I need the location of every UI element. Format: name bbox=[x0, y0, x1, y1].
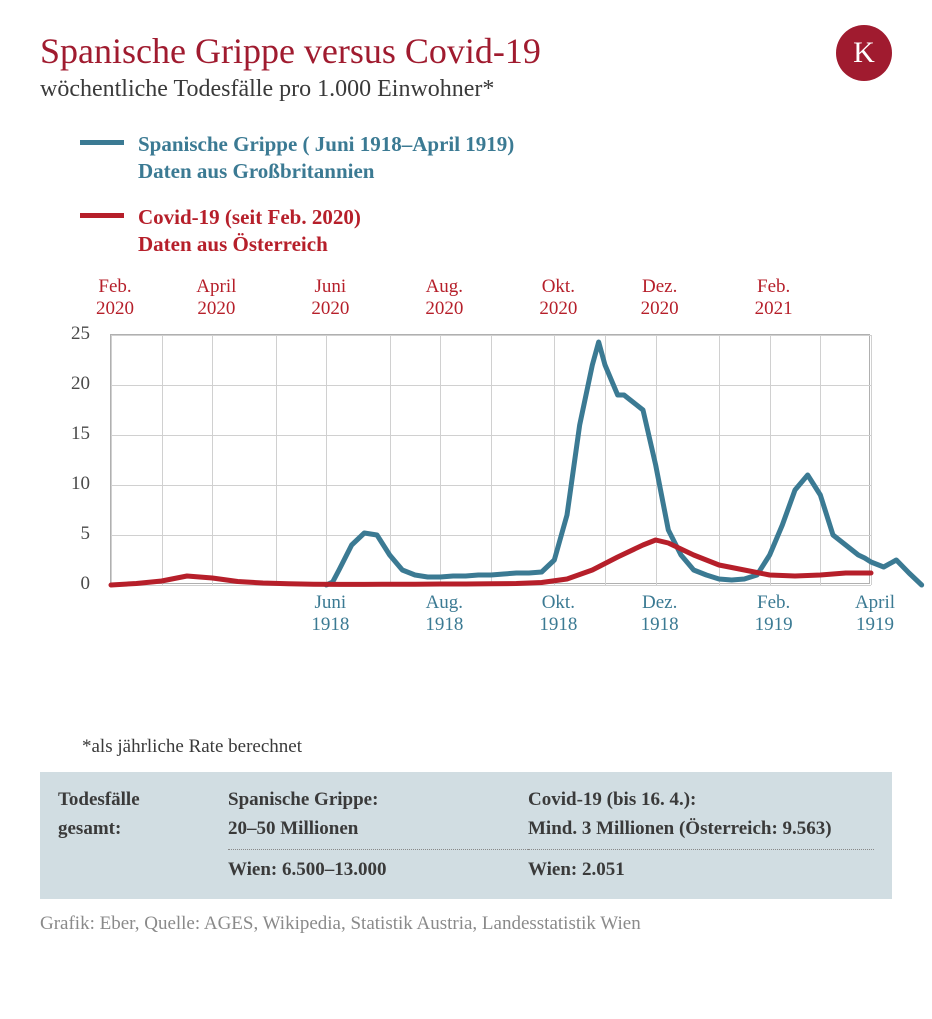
logo-letter: K bbox=[853, 36, 875, 70]
top-axis-label: Feb.2020 bbox=[80, 276, 150, 320]
top-axis-label: Okt.2020 bbox=[523, 276, 593, 320]
y-tick-label: 0 bbox=[40, 573, 90, 595]
top-axis-label: Feb.2021 bbox=[739, 276, 809, 320]
top-axis-label: Juni2020 bbox=[295, 276, 365, 320]
top-axis-label: Aug.2020 bbox=[409, 276, 479, 320]
chart-svg bbox=[111, 335, 911, 585]
y-tick-label: 10 bbox=[40, 473, 90, 495]
chart-subtitle: wöchentliche Todesfälle pro 1.000 Einwoh… bbox=[40, 76, 892, 103]
y-tick-label: 15 bbox=[40, 423, 90, 445]
legend-label-series2: Covid-19 (seit Feb. 2020) Daten aus Öste… bbox=[138, 204, 361, 259]
credit-line: Grafik: Eber, Quelle: AGES, Wikipedia, S… bbox=[40, 913, 892, 935]
chart-area: 0 5 10 15 20 25 Feb.2020 April2020 Juni2020 Aug.2… bbox=[40, 276, 890, 676]
line-series-spanish-flu bbox=[326, 342, 921, 585]
summary-col-covid: Covid-19 (bis 16. 4.): Mind. 3 Millionen… bbox=[528, 786, 874, 885]
legend-swatch-series2 bbox=[80, 213, 124, 218]
chart-title: Spanische Grippe versus Covid-19 bbox=[40, 30, 892, 72]
bottom-axis-label: Dez.1918 bbox=[625, 592, 695, 636]
line-series-covid19 bbox=[111, 540, 871, 585]
legend: Spanische Grippe ( Juni 1918–April 1919)… bbox=[80, 131, 892, 258]
summary-col-spanish-flu: Spanische Grippe: 20–50 Millionen Wien: … bbox=[228, 786, 528, 885]
legend-item-series1: Spanische Grippe ( Juni 1918–April 1919)… bbox=[80, 131, 892, 186]
legend-swatch-series1 bbox=[80, 140, 124, 145]
bottom-axis-label: Aug.1918 bbox=[409, 592, 479, 636]
footnote: *als jährliche Rate berechnet bbox=[82, 736, 892, 758]
summary-label: Todesfälle gesamt: bbox=[58, 786, 228, 885]
bottom-axis-label: Feb.1919 bbox=[739, 592, 809, 636]
top-axis-label: April2020 bbox=[181, 276, 251, 320]
header: Spanische Grippe versus Covid-19 wöchent… bbox=[40, 30, 892, 103]
bottom-axis-label: Juni1918 bbox=[295, 592, 365, 636]
plot-area bbox=[110, 334, 870, 584]
summary-box: Todesfälle gesamt: Spanische Grippe: 20–… bbox=[40, 772, 892, 899]
bottom-axis-label: Okt.1918 bbox=[523, 592, 593, 636]
y-tick-label: 25 bbox=[40, 323, 90, 345]
publisher-logo: K bbox=[836, 25, 892, 81]
bottom-axis-label: April1919 bbox=[840, 592, 910, 636]
y-tick-label: 20 bbox=[40, 373, 90, 395]
legend-label-series1: Spanische Grippe ( Juni 1918–April 1919)… bbox=[138, 131, 514, 186]
y-tick-label: 5 bbox=[40, 523, 90, 545]
top-axis-label: Dez.2020 bbox=[625, 276, 695, 320]
legend-item-series2: Covid-19 (seit Feb. 2020) Daten aus Öste… bbox=[80, 204, 892, 259]
